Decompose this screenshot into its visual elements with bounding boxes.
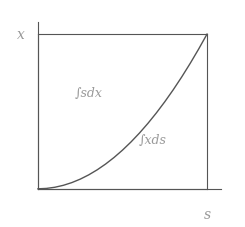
Text: s: s [203,207,211,221]
Text: ∫xds: ∫xds [139,133,167,146]
Text: x: x [17,28,25,42]
Text: ∫sdx: ∫sdx [75,87,103,100]
